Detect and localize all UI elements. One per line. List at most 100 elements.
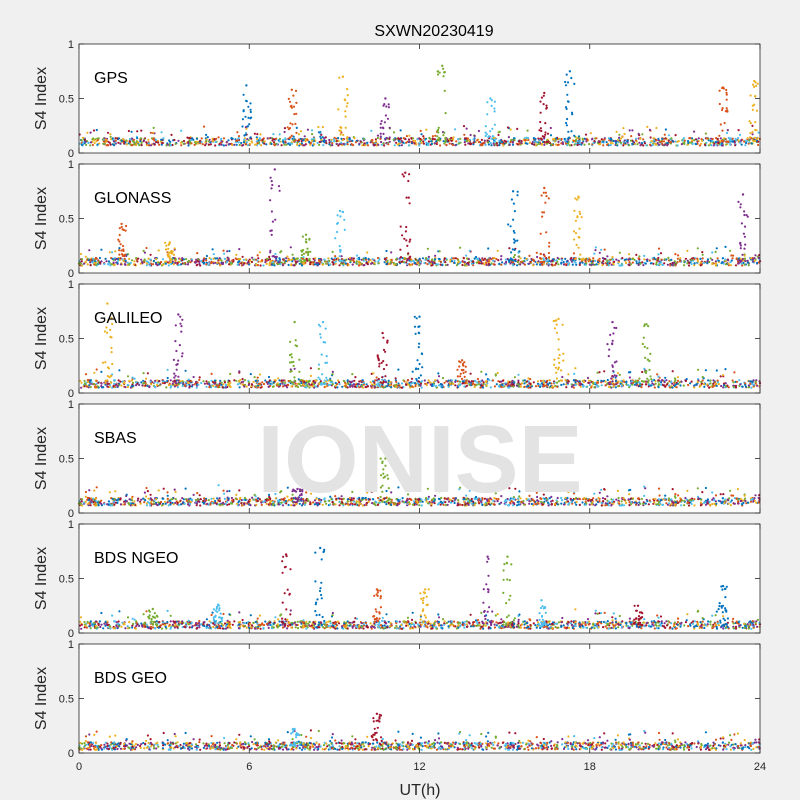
data-point bbox=[706, 258, 710, 261]
spike-point bbox=[438, 71, 441, 74]
data-point bbox=[233, 379, 236, 382]
spike-point bbox=[514, 259, 517, 263]
spike-point bbox=[110, 351, 113, 354]
data-point bbox=[203, 382, 206, 385]
spike-point bbox=[755, 129, 758, 132]
data-point bbox=[331, 250, 334, 253]
data-point bbox=[198, 378, 201, 381]
spike-point bbox=[553, 327, 557, 330]
data-point bbox=[545, 142, 549, 145]
data-point bbox=[667, 134, 671, 137]
data-point bbox=[653, 137, 656, 140]
data-point bbox=[270, 383, 273, 386]
spike-point bbox=[415, 317, 418, 320]
data-point bbox=[317, 367, 320, 370]
data-point bbox=[734, 264, 738, 267]
data-point bbox=[177, 264, 180, 267]
data-point bbox=[259, 386, 262, 389]
data-point bbox=[612, 385, 615, 388]
spike-point bbox=[318, 378, 321, 381]
data-point bbox=[578, 380, 581, 383]
data-point bbox=[500, 140, 504, 144]
spike-point bbox=[725, 98, 728, 101]
data-point bbox=[737, 139, 740, 142]
data-point bbox=[85, 143, 88, 146]
data-point bbox=[93, 141, 96, 145]
data-point bbox=[231, 259, 234, 262]
data-point bbox=[518, 142, 521, 145]
data-point bbox=[426, 381, 429, 384]
spike-point bbox=[754, 95, 757, 98]
data-point bbox=[205, 133, 208, 136]
data-point bbox=[197, 258, 200, 261]
data-point bbox=[441, 386, 444, 389]
data-point bbox=[93, 383, 96, 386]
spike-peak-point bbox=[753, 79, 756, 83]
data-point bbox=[371, 139, 374, 142]
spike-point bbox=[307, 251, 310, 255]
data-point bbox=[606, 143, 609, 146]
data-point bbox=[305, 379, 308, 382]
data-point bbox=[595, 137, 598, 140]
data-point bbox=[511, 143, 515, 146]
data-point bbox=[309, 367, 312, 370]
data-point bbox=[258, 373, 261, 376]
data-point bbox=[450, 136, 453, 140]
spike-point bbox=[242, 93, 245, 96]
data-point bbox=[467, 380, 470, 383]
spike-point bbox=[416, 359, 419, 362]
spike-point bbox=[513, 210, 517, 213]
data-point bbox=[174, 258, 177, 261]
data-point bbox=[100, 382, 103, 385]
spike-point bbox=[725, 140, 728, 143]
spike-point bbox=[405, 225, 408, 229]
spike-point bbox=[383, 121, 386, 124]
spike-point bbox=[566, 81, 570, 84]
data-point bbox=[389, 380, 392, 384]
data-point bbox=[686, 140, 690, 143]
data-point bbox=[189, 141, 192, 144]
data-point bbox=[398, 384, 401, 387]
spike-point bbox=[174, 374, 177, 377]
data-point bbox=[538, 383, 542, 386]
data-point bbox=[691, 137, 694, 140]
data-point bbox=[238, 386, 241, 389]
data-point bbox=[169, 144, 172, 147]
spike-point bbox=[244, 115, 247, 118]
spike-point bbox=[516, 190, 519, 193]
data-point bbox=[215, 384, 218, 387]
data-point bbox=[518, 250, 521, 253]
data-point bbox=[667, 139, 670, 142]
spike-point bbox=[247, 105, 250, 108]
data-point bbox=[714, 260, 718, 263]
data-point bbox=[656, 373, 659, 376]
data-point bbox=[454, 380, 457, 383]
spike-point bbox=[753, 136, 756, 139]
spike-point bbox=[611, 365, 614, 368]
spike-point bbox=[609, 333, 612, 336]
spike-point bbox=[756, 137, 759, 141]
data-point bbox=[302, 256, 305, 259]
data-point bbox=[543, 143, 546, 146]
spike-point bbox=[181, 318, 184, 321]
data-point bbox=[408, 144, 411, 147]
data-point bbox=[420, 386, 423, 389]
data-point bbox=[540, 382, 544, 385]
data-point bbox=[96, 385, 99, 388]
spike-point bbox=[437, 126, 440, 129]
data-point bbox=[118, 247, 121, 250]
data-point bbox=[322, 144, 325, 147]
data-point bbox=[407, 138, 411, 141]
spike-point bbox=[336, 221, 339, 225]
spike-point bbox=[399, 248, 402, 251]
data-point bbox=[214, 140, 217, 144]
data-point bbox=[340, 255, 343, 258]
data-point bbox=[604, 380, 607, 383]
data-point bbox=[100, 385, 103, 388]
spike-peak-point bbox=[120, 222, 123, 226]
spike-point bbox=[460, 368, 463, 371]
data-point bbox=[653, 386, 656, 389]
data-point bbox=[502, 144, 505, 147]
spike-point bbox=[346, 102, 349, 105]
data-point bbox=[476, 377, 480, 381]
